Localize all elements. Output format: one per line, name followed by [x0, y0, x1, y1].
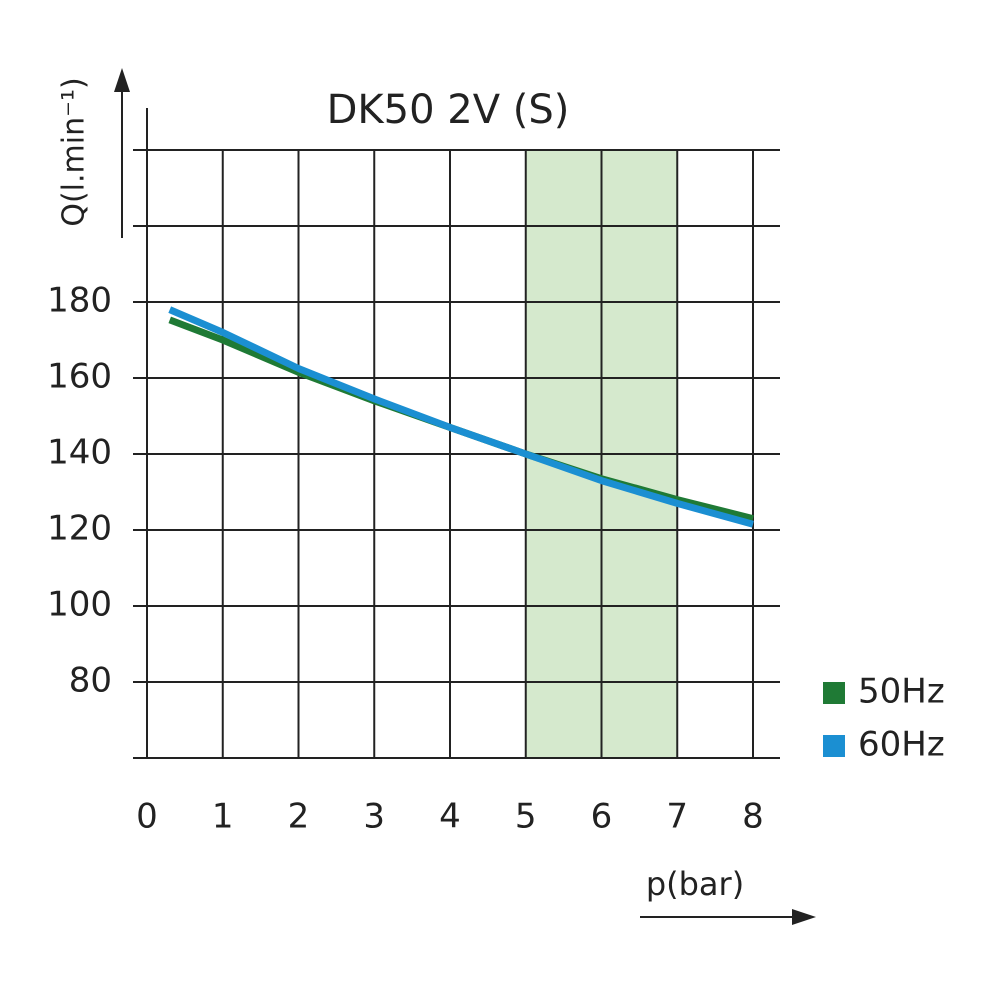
- x-tick-label: 0: [136, 797, 158, 837]
- y-tick-label: 140: [47, 433, 112, 473]
- y-tick-label: 160: [47, 357, 112, 397]
- x-tick-label: 3: [363, 797, 385, 837]
- legend-swatch: [823, 682, 845, 704]
- x-tick-label: 7: [666, 797, 688, 837]
- legend-label: 60Hz: [858, 725, 945, 765]
- y-arrow-head: [114, 68, 130, 92]
- x-tick-label: 2: [288, 797, 310, 837]
- x-arrow-head: [792, 909, 816, 925]
- y-tick-label: 80: [69, 661, 112, 701]
- series-line: [168, 306, 754, 528]
- y-tick-label: 120: [47, 509, 112, 549]
- legend-swatch: [823, 735, 845, 757]
- x-tick-label: 6: [591, 797, 613, 837]
- x-tick-label: 1: [212, 797, 234, 837]
- y-axis-label: Q(l.min⁻¹): [57, 77, 92, 226]
- y-tick-label: 100: [47, 585, 112, 625]
- x-tick-label: 4: [439, 797, 461, 837]
- x-tick-label: 8: [742, 797, 764, 837]
- chart-title: DK50 2V (S): [327, 87, 570, 133]
- y-tick-label: 180: [47, 281, 112, 321]
- x-tick-label: 5: [515, 797, 537, 837]
- x-axis-label: p(bar): [646, 865, 744, 903]
- legend-label: 50Hz: [858, 672, 945, 712]
